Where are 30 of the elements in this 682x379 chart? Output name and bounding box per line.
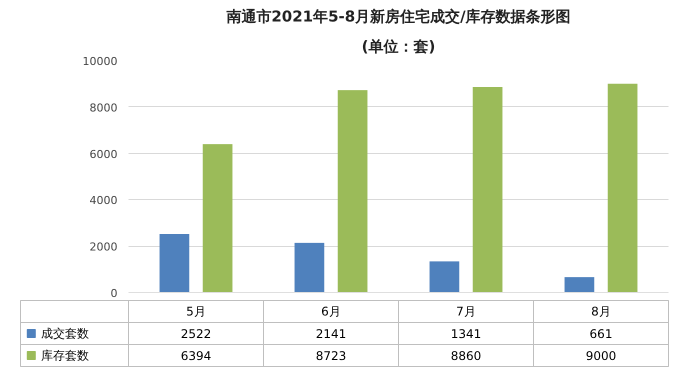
y-tick-label: 8000 [90, 101, 118, 114]
bar [202, 144, 232, 292]
y-tick-label: 2000 [90, 240, 118, 254]
data-label: 1341 [450, 327, 482, 341]
chart-subtitle: (单位：套) [362, 38, 436, 56]
data-label: 2522 [180, 327, 212, 341]
bar [564, 277, 594, 292]
y-tick-label: 0 [110, 287, 118, 300]
data-label: 9000 [586, 349, 616, 363]
chart-title: 南通市2021年5-8月新房住宅成交/库存数据条形图 [225, 8, 571, 26]
x-tick-label: 5月 [186, 304, 206, 318]
y-tick-label: 4000 [90, 194, 118, 208]
legend-label: 成交套数 [40, 326, 89, 340]
bar [608, 84, 638, 292]
bar [160, 234, 190, 292]
data-label: 661 [590, 327, 612, 341]
bar [338, 90, 368, 292]
data-label: 8860 [450, 349, 482, 363]
legend-label: 库存套数 [40, 348, 89, 362]
bar [294, 242, 324, 292]
y-tick-label: 6000 [90, 148, 118, 161]
data-label: 8723 [316, 349, 346, 363]
x-tick-label: 8月 [591, 304, 611, 318]
bar [472, 86, 502, 292]
data-label: 2141 [316, 327, 346, 341]
x-tick-label: 6月 [321, 304, 341, 318]
data-label: 6394 [180, 349, 212, 363]
bar [430, 261, 460, 292]
x-tick-label: 7月 [456, 304, 476, 318]
y-tick-label: 10000 [82, 55, 118, 68]
